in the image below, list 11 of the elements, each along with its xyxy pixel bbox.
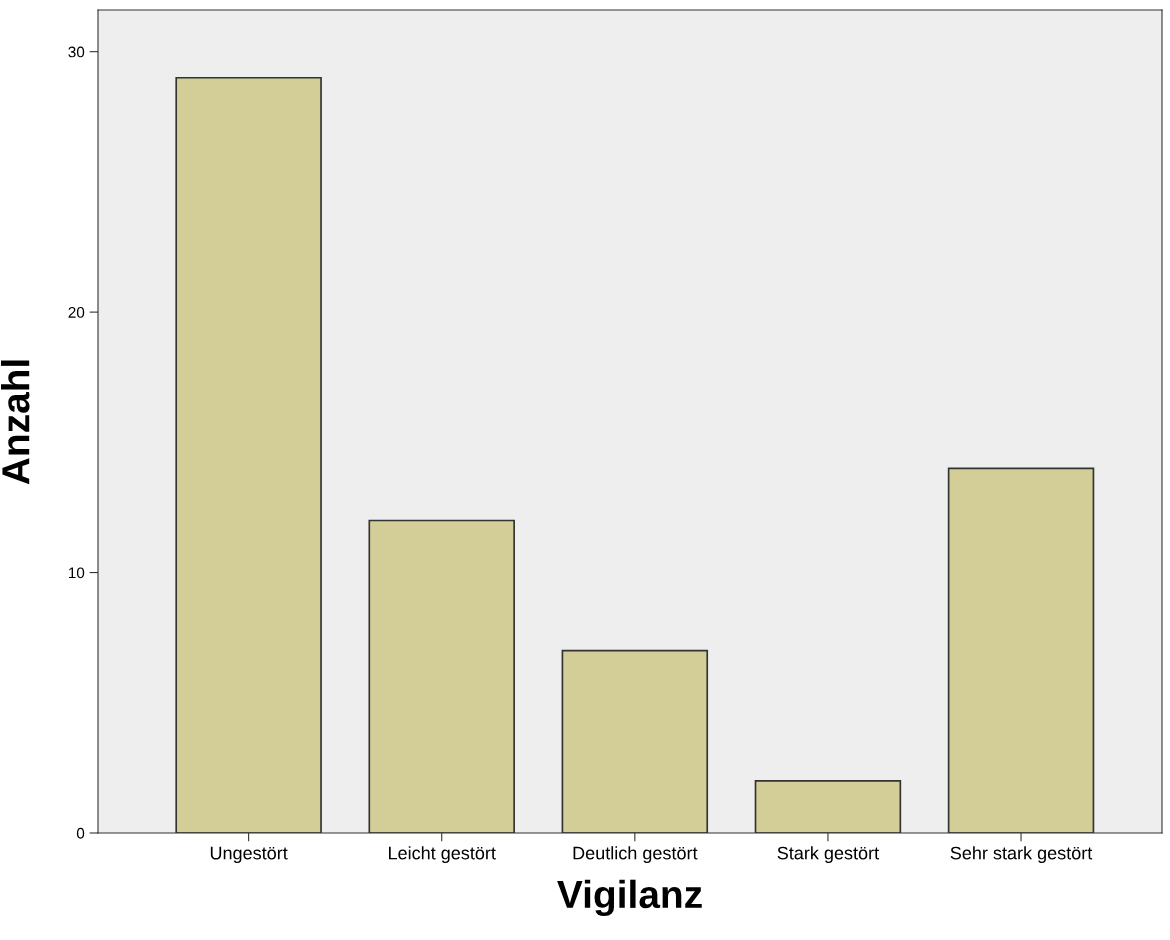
x-tick-label: Deutlich gestört — [573, 846, 698, 864]
x-axis-title: Vigilanz — [557, 879, 702, 917]
y-tick-label: 30 — [68, 46, 85, 58]
y-tick-label: 20 — [68, 306, 85, 318]
y-tick-label: 0 — [76, 827, 85, 839]
x-tick-label: Ungestört — [210, 846, 288, 864]
x-tick-label: Sehr stark gestört — [950, 846, 1093, 864]
x-tick-label: Stark gestört — [777, 846, 879, 864]
y-tick-label: 10 — [68, 567, 85, 579]
y-axis-title: Anzahl — [1, 360, 30, 485]
x-tick-label: Leicht gestört — [389, 846, 496, 864]
